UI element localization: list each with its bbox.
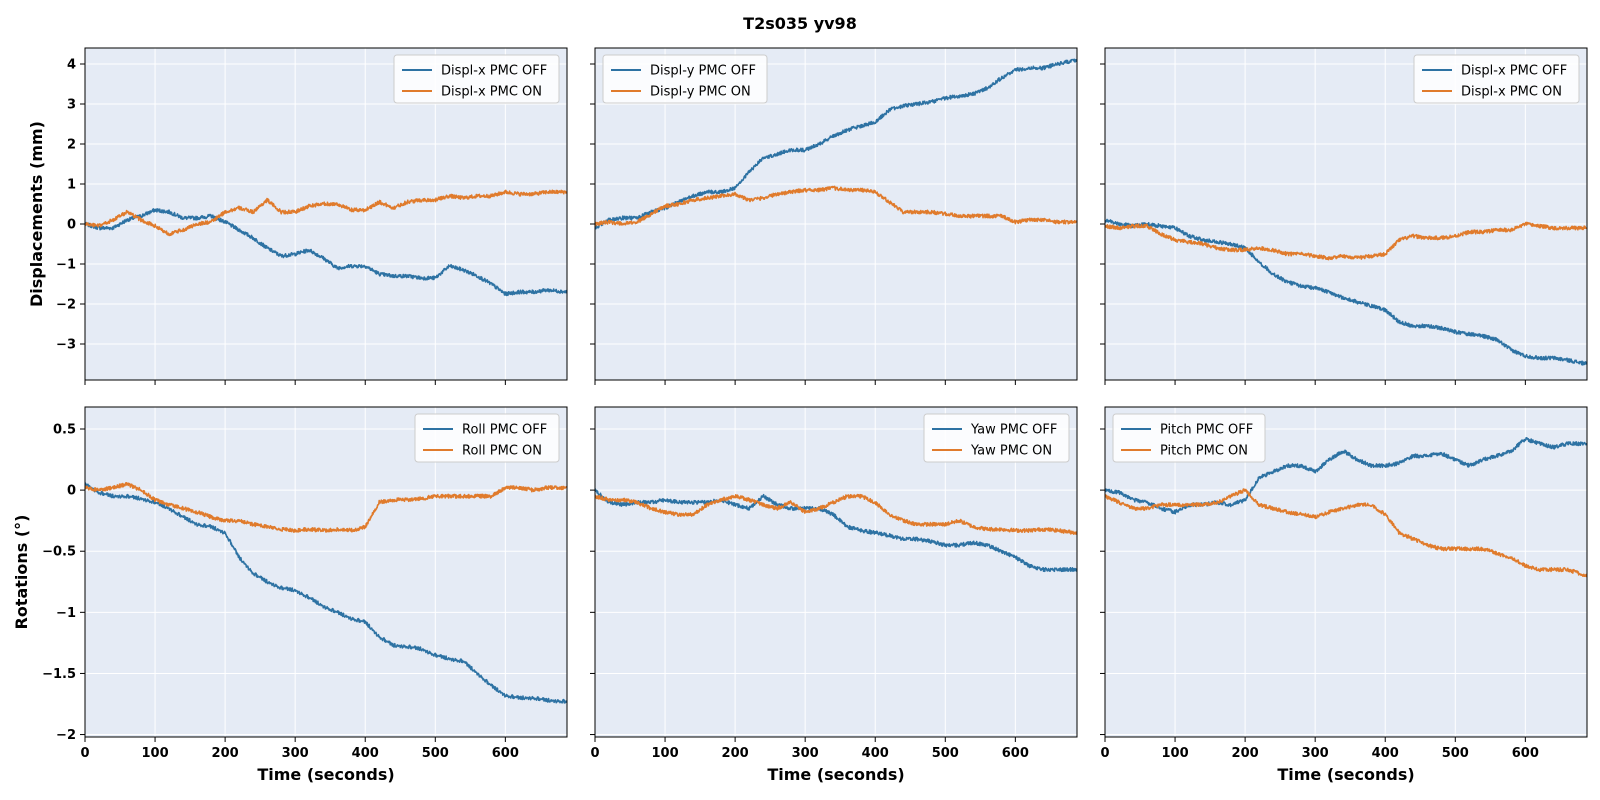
y-tick-label: −1.5 [42,667,76,682]
series-line-displ-x-pmc-off [85,208,567,297]
x-tick-label: 400 [1372,746,1399,761]
panel-displacement-x: −3 −2 −1 0 1 2 3 4 Displacements (mm) Displ-x PMC… [27,47,568,385]
y-tick-label: 4 [67,58,76,73]
series-line-displ-x-pmc-on [85,189,567,237]
y-tick-label: 1 [67,178,76,193]
legend-label: Displ-x PMC ON [1461,85,1562,100]
legend-label: Yaw PMC OFF [970,423,1057,438]
x-tick-label: 500 [422,746,449,761]
x-tick-label: 100 [1161,746,1188,761]
legend-displacement-x: Displ-x PMC OFF Displ-x PMC ON [393,54,560,104]
y-tick-label: −2 [56,728,76,743]
series-group-displacement-y [595,58,1077,230]
series-group-roll [85,481,567,704]
y-axis-label: Displacements (mm) [27,121,46,307]
x-tick-label: 0 [590,746,599,761]
figure-title: T2s035 yv98 [743,14,857,33]
series-group-displacement-x-right [1105,218,1587,366]
x-tick-label: 400 [862,746,889,761]
axes-frame-yaw [594,406,1078,738]
legend-roll: Roll PMC OFF Roll PMC ON [414,413,560,463]
x-tick-label: 600 [1512,746,1539,761]
y-tick-label: 0 [67,484,76,499]
legend-pitch: Pitch PMC OFF Pitch PMC ON [1112,413,1266,463]
axes-frame-displacement-x-right [1104,47,1588,381]
legend-box [1413,54,1580,104]
x-tick-label: 200 [1232,746,1259,761]
legend-label: Displ-x PMC OFF [1461,64,1567,79]
axes-frame-pitch [1104,406,1588,738]
y-tick-label: −0.5 [42,545,76,560]
legend-label: Displ-y PMC OFF [650,64,756,79]
legend-box [602,54,768,104]
series-line-roll-pmc-on [85,481,567,533]
axes-frame-roll [84,406,568,738]
panel-roll: 0 100 200 300 400 500 600 −2 −1.5 −1 −0.5 0 0.5 Time … [12,406,568,784]
series-line-pitch-pmc-on [1105,488,1587,578]
legend-label: Roll PMC OFF [462,423,547,438]
y-tick-label: −1 [56,606,76,621]
y-tick-label: 2 [67,138,76,153]
legend-displacement-x-right: Displ-x PMC OFF Displ-x PMC ON [1413,54,1580,104]
x-tick-label: 600 [492,746,519,761]
x-axis-label: Time (seconds) [257,765,394,784]
y-tick-label: −3 [56,338,76,353]
y-axis-label: Rotations (°) [12,515,31,630]
x-tick-label: 0 [80,746,89,761]
panel-yaw: 0 100 200 300 400 500 600 Time (seconds) Yaw PMC… [590,406,1078,784]
x-tick-label: 600 [1002,746,1029,761]
x-tick-label: 300 [1302,746,1329,761]
series-group-displacement-x [85,189,567,297]
subplot-grid: −3 −2 −1 0 1 2 3 4 Displacements (mm) Displ-x PMC… [12,47,1588,784]
y-tick-label: 0 [67,218,76,233]
x-tick-label: 500 [932,746,959,761]
series-line-yaw-pmc-off [595,488,1077,573]
axes-frame-displacement-y [594,47,1078,381]
legend-displacement-y: Displ-y PMC OFF Displ-y PMC ON [602,54,768,104]
legend-label: Yaw PMC ON [970,444,1052,459]
x-tick-label: 300 [792,746,819,761]
series-group-pitch [1105,436,1587,578]
y-tick-label: 3 [67,98,76,113]
series-line-displ-x-pmc-off [1105,218,1587,366]
x-tick-label: 100 [141,746,168,761]
y-tick-label: −2 [56,298,76,313]
x-axis-label: Time (seconds) [767,765,904,784]
legend-label: Roll PMC ON [462,444,542,459]
series-line-roll-pmc-off [85,482,567,704]
legend-yaw: Yaw PMC OFF Yaw PMC ON [923,413,1070,463]
series-line-pitch-pmc-off [1105,436,1587,515]
legend-label: Pitch PMC OFF [1160,423,1253,438]
x-tick-label: 200 [212,746,239,761]
x-axis-label: Time (seconds) [1277,765,1414,784]
axes-frame-displacement-x [84,47,568,381]
panel-displacement-x-right: Displ-x PMC OFF Displ-x PMC ON [1100,47,1588,385]
panel-pitch: 0 100 200 300 400 500 600 Time (seconds) Pitch P… [1100,406,1588,784]
series-group-yaw [595,488,1077,573]
legend-label: Displ-x PMC OFF [441,64,547,79]
x-tick-label: 0 [1100,746,1109,761]
x-tick-label: 300 [282,746,309,761]
legend-label: Displ-y PMC ON [650,85,751,100]
series-line-displ-y-pmc-on [595,185,1077,227]
series-line-yaw-pmc-on [595,493,1077,536]
y-tick-label: −1 [56,258,76,273]
x-tick-label: 500 [1442,746,1469,761]
panel-displacement-y: Displ-y PMC OFF Displ-y PMC ON [590,47,1078,385]
y-tick-label: 0.5 [53,423,76,438]
legend-label: Pitch PMC ON [1160,444,1248,459]
legend-label: Displ-x PMC ON [441,85,542,100]
series-line-displ-y-pmc-off [595,58,1077,230]
legend-box [393,54,560,104]
x-tick-label: 100 [651,746,678,761]
x-tick-label: 200 [722,746,749,761]
series-line-displ-x-pmc-on [1105,221,1587,261]
x-tick-label: 400 [352,746,379,761]
